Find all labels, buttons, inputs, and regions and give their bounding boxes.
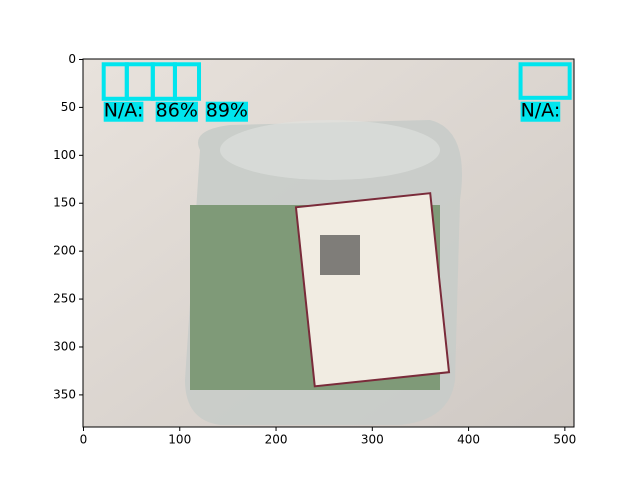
photo	[83, 59, 574, 427]
x-tick-label: 100	[168, 433, 191, 447]
y-tick-label: 0	[68, 52, 76, 66]
y-tick-label: 300	[53, 339, 76, 353]
detection-box	[172, 62, 202, 101]
label-background	[155, 101, 198, 122]
y-tick-label: 150	[53, 196, 76, 210]
x-tick-label: 400	[457, 433, 480, 447]
detection-label: 86%	[156, 100, 198, 122]
x-tick-label: 200	[265, 433, 288, 447]
x-tick-label: 0	[80, 433, 88, 447]
detection-label: 89%	[206, 100, 248, 122]
y-tick-label: 100	[53, 148, 76, 162]
axes-frame	[82, 58, 575, 428]
x-tick-label: 300	[361, 433, 384, 447]
detection-label: N/A:	[104, 100, 144, 122]
detection-label: N/A:	[521, 100, 561, 122]
y-tick-label: 350	[53, 387, 76, 401]
detection-box	[518, 62, 572, 100]
y-tick-label: 50	[61, 100, 76, 114]
y-tick-label: 200	[53, 244, 76, 258]
label-background	[205, 101, 248, 122]
x-tick-label: 500	[553, 433, 576, 447]
y-tick-label: 250	[53, 292, 76, 306]
label-background	[520, 101, 561, 122]
label-background	[103, 101, 144, 122]
